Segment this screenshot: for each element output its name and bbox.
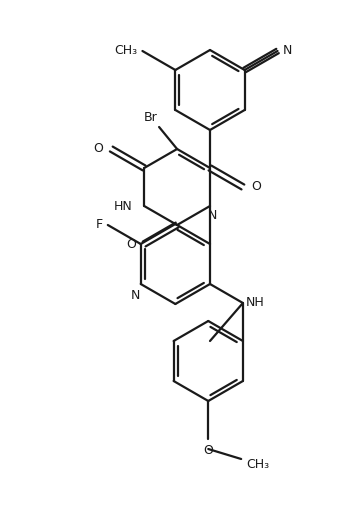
Text: CH₃: CH₃ [246, 458, 269, 471]
Text: NH: NH [246, 296, 265, 309]
Text: CH₃: CH₃ [114, 45, 138, 57]
Text: O: O [251, 181, 261, 194]
Text: O: O [203, 444, 213, 457]
Text: N: N [282, 45, 292, 57]
Text: N: N [131, 289, 141, 302]
Text: Br: Br [143, 111, 157, 124]
Text: HN: HN [114, 200, 132, 212]
Text: O: O [126, 238, 136, 250]
Text: O: O [94, 142, 103, 156]
Text: F: F [96, 219, 103, 231]
Text: N: N [207, 209, 217, 222]
